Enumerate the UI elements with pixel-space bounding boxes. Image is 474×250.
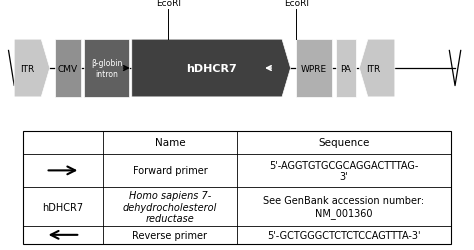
Polygon shape	[84, 40, 129, 98]
Text: Reverse primer: Reverse primer	[132, 230, 208, 240]
Polygon shape	[359, 40, 395, 98]
Text: Forward primer: Forward primer	[133, 166, 207, 176]
Text: β-globin
intron: β-globin intron	[91, 59, 123, 78]
Text: ITR: ITR	[365, 64, 380, 73]
Text: Homo sapiens 7-
dehydrocholesterol
reductase: Homo sapiens 7- dehydrocholesterol reduc…	[123, 190, 217, 223]
Text: PA: PA	[340, 64, 351, 73]
Text: CMV: CMV	[57, 64, 78, 73]
Text: ITR: ITR	[20, 64, 35, 73]
Polygon shape	[14, 40, 50, 98]
Text: WPRE: WPRE	[301, 64, 327, 73]
Polygon shape	[132, 40, 291, 98]
Text: Name: Name	[155, 138, 185, 147]
Text: hDHCR7: hDHCR7	[186, 64, 237, 74]
Text: EcoRI: EcoRI	[156, 0, 181, 8]
Polygon shape	[55, 40, 81, 98]
Text: Sequence: Sequence	[318, 138, 370, 147]
Text: EcoRI: EcoRI	[284, 0, 309, 8]
Polygon shape	[296, 40, 332, 98]
Text: hDHCR7: hDHCR7	[42, 202, 83, 212]
Text: See GenBank accession number:
NM_001360: See GenBank accession number: NM_001360	[264, 196, 425, 218]
Text: 5'-AGGTGTGCGCAGGACTTTAG-
3': 5'-AGGTGTGCGCAGGACTTTAG- 3'	[269, 160, 419, 182]
Polygon shape	[336, 40, 356, 98]
Text: 5'-GCTGGGCTCTCTCCAGTTTA-3': 5'-GCTGGGCTCTCTCCAGTTTA-3'	[267, 230, 421, 240]
